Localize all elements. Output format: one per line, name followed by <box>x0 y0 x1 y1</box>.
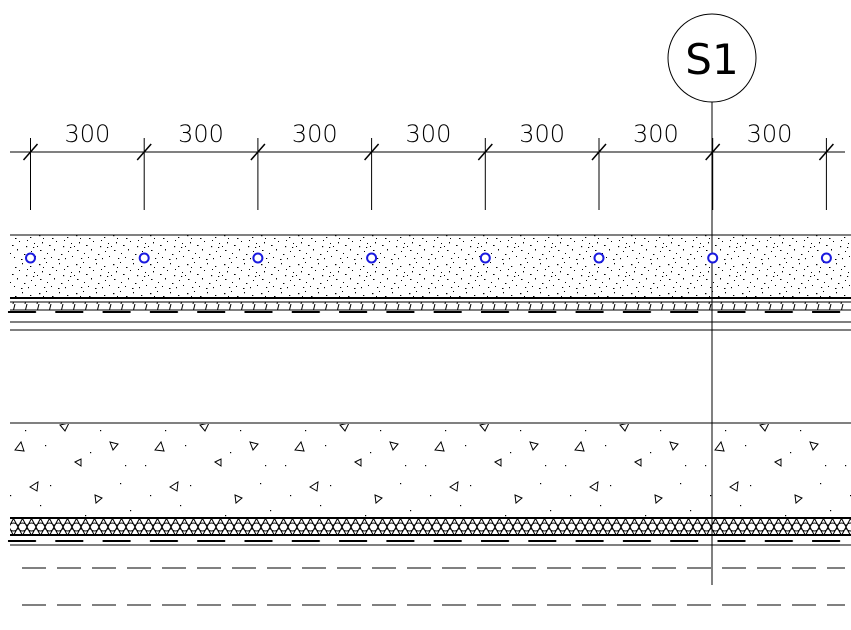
tick <box>477 143 493 161</box>
tick <box>250 143 266 161</box>
section-label: S1 <box>685 35 738 84</box>
dimension-label: 300 <box>633 120 679 148</box>
dimension-label: 300 <box>292 120 338 148</box>
tick <box>705 143 721 161</box>
tick <box>364 143 380 161</box>
pipe <box>138 252 150 264</box>
pipe <box>593 252 605 264</box>
dimension-label: 300 <box>64 120 110 148</box>
pipe <box>479 252 491 264</box>
pipe <box>366 252 378 264</box>
dimension-label: 300 <box>178 120 224 148</box>
layer <box>10 302 851 310</box>
dimension-label: 300 <box>519 120 565 148</box>
tick <box>136 143 152 161</box>
pipe <box>25 252 36 264</box>
tick <box>22 143 39 161</box>
concrete <box>10 424 851 517</box>
battens <box>0 311 851 315</box>
pipe <box>252 252 264 264</box>
insulation <box>10 518 851 535</box>
dimension-label: 300 <box>747 120 793 148</box>
screed <box>10 235 851 298</box>
pipe <box>707 252 719 264</box>
pipes <box>25 252 832 264</box>
dimension-label: 300 <box>406 120 452 148</box>
dimension-ticks <box>22 138 834 210</box>
pipe <box>820 252 832 264</box>
tick <box>818 143 834 161</box>
battens <box>0 538 851 542</box>
tick <box>591 143 607 161</box>
